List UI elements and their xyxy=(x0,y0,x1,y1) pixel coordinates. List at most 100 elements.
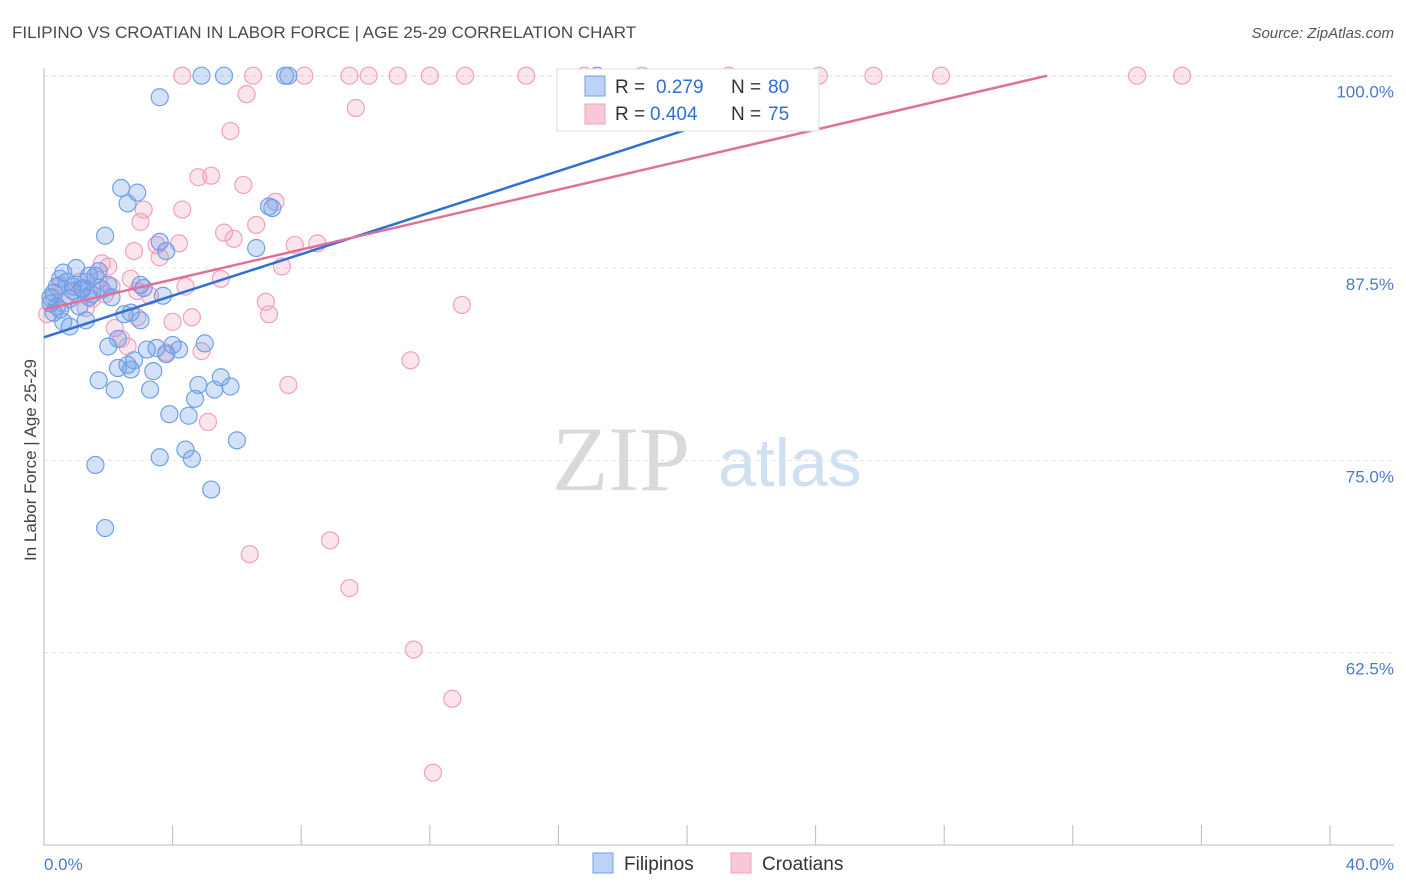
filipinos-point xyxy=(144,362,163,381)
filipinos-point xyxy=(41,288,60,307)
croatians-point xyxy=(1127,66,1147,85)
filipinos-point xyxy=(86,266,105,285)
filipinos-point xyxy=(182,449,201,468)
croatians-point xyxy=(214,223,234,242)
croatians-point xyxy=(173,66,192,85)
croatians-point xyxy=(404,640,423,659)
filipinos-point xyxy=(202,480,221,499)
filipinos-point xyxy=(150,88,169,107)
filipinos-point xyxy=(128,183,147,202)
filipinos-n-label: N = xyxy=(731,77,761,98)
bottom-legend-filipinos-label: Filipinos xyxy=(624,854,694,875)
croatians-point xyxy=(134,200,153,219)
filipinos-point xyxy=(179,406,198,425)
filipinos-point xyxy=(195,334,214,353)
filipinos-point xyxy=(160,405,179,424)
croatians-r-value: 0.404 xyxy=(650,104,698,125)
croatians-point xyxy=(295,66,314,85)
filipinos-point xyxy=(50,269,70,288)
croatians-point xyxy=(173,200,192,219)
croatians-point xyxy=(224,229,243,248)
croatians-point xyxy=(211,269,230,288)
filipinos-point xyxy=(263,198,282,218)
croatians-point xyxy=(321,531,340,550)
croatians-point xyxy=(105,318,124,338)
filipinos-point xyxy=(95,226,115,245)
filipinos-points xyxy=(41,66,607,538)
stats-legend: R = 0.279 N = 80 R = 0.404 N = 75 xyxy=(556,68,820,132)
y-tick-label: 87.5% xyxy=(1346,275,1394,294)
croatians-point xyxy=(443,689,462,708)
croatians-point xyxy=(221,121,240,141)
filipinos-point xyxy=(89,371,108,390)
croatians-point xyxy=(99,257,118,276)
filipinos-point xyxy=(150,232,169,251)
filipinos-point xyxy=(112,178,131,198)
filipinos-r-label: R = xyxy=(615,77,645,98)
croatians-r-label: R = xyxy=(615,104,645,125)
bottom-legend-croatians-swatch xyxy=(730,852,752,874)
croatians-point xyxy=(388,66,407,85)
croatians-point xyxy=(1173,66,1192,85)
croatians-trendline xyxy=(43,74,1048,311)
filipinos-legend-swatch xyxy=(584,75,606,97)
filipinos-point xyxy=(227,431,246,450)
filipinos-point xyxy=(192,66,211,85)
filipinos-point xyxy=(99,337,118,356)
filipinos-point xyxy=(108,329,128,348)
filipinos-point xyxy=(279,66,298,85)
filipinos-point xyxy=(189,375,208,395)
watermark-atlas: atlas xyxy=(718,425,862,501)
filipinos-point xyxy=(169,340,189,359)
croatians-point xyxy=(420,66,439,85)
croatians-point xyxy=(247,215,266,235)
bottom-legend-filipinos-swatch xyxy=(592,852,614,874)
croatians-point xyxy=(401,351,420,370)
bottom-legend: Filipinos Croatians xyxy=(592,852,843,875)
trendlines xyxy=(43,74,1048,339)
filipinos-point xyxy=(131,311,150,330)
filipinos-point xyxy=(211,368,230,387)
croatians-point xyxy=(423,763,443,782)
croatians-point xyxy=(340,66,359,85)
croatians-point xyxy=(279,375,298,395)
croatians-point xyxy=(259,305,279,324)
filipinos-point xyxy=(214,66,234,85)
croatians-point xyxy=(456,66,475,85)
filipinos-point xyxy=(176,440,195,459)
croatians-point xyxy=(237,85,256,104)
croatians-point xyxy=(202,166,221,185)
croatians-point xyxy=(124,241,144,261)
chart-title: FILIPINO VS CROATIAN IN LABOR FORCE | AG… xyxy=(12,23,636,42)
croatians-point xyxy=(240,545,259,564)
croatians-point xyxy=(163,312,182,331)
croatians-point xyxy=(198,412,218,431)
watermark-zip: ZIP xyxy=(552,408,690,510)
croatians-point xyxy=(864,66,883,85)
croatians-point xyxy=(346,98,365,118)
y-tick-label: 62.5% xyxy=(1346,660,1394,679)
filipinos-point xyxy=(150,448,169,467)
croatians-point xyxy=(243,66,263,85)
filipinos-point xyxy=(157,241,176,261)
gridlines xyxy=(44,75,1394,654)
y-axis-label: In Labor Force | Age 25-29 xyxy=(21,359,40,561)
croatians-legend-swatch xyxy=(584,103,606,125)
x-tick-label-min: 0.0% xyxy=(44,855,83,874)
filipinos-point xyxy=(221,377,240,396)
x-tick-label-max: 40.0% xyxy=(1346,855,1394,874)
filipinos-r-value: 0.279 xyxy=(656,77,704,98)
filipinos-point xyxy=(118,355,137,375)
filipinos-n-value: 80 xyxy=(768,77,789,98)
filipinos-point xyxy=(95,518,115,538)
filipinos-point xyxy=(86,455,105,475)
croatians-point xyxy=(182,308,201,327)
y-tick-label: 75.0% xyxy=(1346,467,1394,486)
y-tick-labels: 62.5% 75.0% 87.5% 100.0% xyxy=(1336,83,1394,679)
filipinos-point xyxy=(186,389,205,408)
y-tick-label: 100.0% xyxy=(1336,83,1394,102)
croatians-point xyxy=(359,66,378,85)
croatians-point xyxy=(340,578,359,598)
filipinos-point xyxy=(247,238,266,258)
